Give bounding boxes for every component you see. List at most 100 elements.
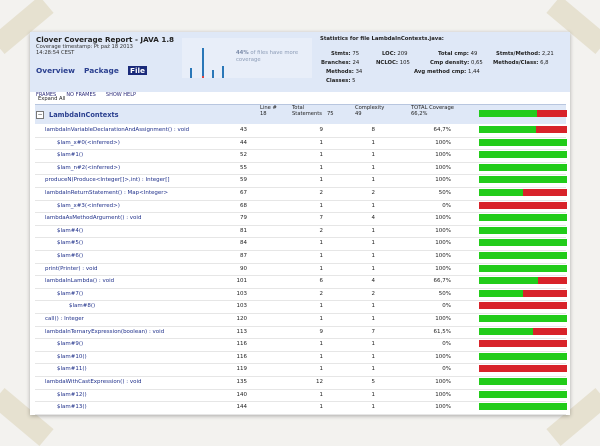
summary-percent: 44% — [236, 50, 249, 56]
method-name-link[interactable]: $lam#12() — [57, 391, 87, 398]
nav-overview[interactable]: Overview — [36, 66, 75, 76]
method-name-link[interactable]: $lam#9() — [57, 341, 84, 348]
method-name-link[interactable]: lambdaWithCastExpression() : void — [45, 379, 142, 385]
method-name-link[interactable]: $lam_x#3(<inferred>) — [57, 202, 120, 209]
coverage-bar — [479, 151, 567, 159]
coverage-percent-cell: 0% — [442, 202, 451, 209]
coverage-fill — [479, 214, 567, 222]
method-name-link[interactable]: $lam#6() — [57, 253, 84, 259]
method-name-link[interactable]: $lam_n#2(<inferred>) — [57, 164, 121, 171]
coverage-fill — [479, 403, 567, 411]
frames-link[interactable]: FRAMES — [36, 92, 57, 99]
line-number-cell: 103 — [236, 303, 248, 310]
coverage-header: TOTAL Coverage 66,2% — [411, 105, 454, 117]
coverage-bar — [479, 352, 567, 360]
coverage-bar — [479, 340, 567, 348]
statements-cell: 1 — [319, 177, 324, 184]
coverage-bar — [479, 226, 567, 234]
method-name-link[interactable]: lambdaInReturnStatement() : Map<Integer> — [45, 190, 169, 196]
statements-cell: 1 — [319, 164, 324, 171]
method-name-link[interactable]: $lam#8() — [69, 303, 96, 310]
method-name-link[interactable]: $lam#11() — [57, 366, 87, 373]
method-row: $lam#1() 52 1 1 100% — [35, 149, 567, 163]
file-statistics: Statistics for file LambdaInContexts.jav… — [320, 36, 568, 92]
complexity-cell: 4 — [371, 278, 376, 285]
complexity-header: Complexity 49 — [355, 105, 385, 117]
coverage-bar — [479, 239, 567, 247]
method-row: $lam#6() 87 1 1 100% — [35, 250, 567, 264]
line-number-cell: 55 — [240, 164, 247, 171]
stat-avg-method-cmp: Avg method cmp: 1,44 — [414, 69, 480, 75]
complexity-cell: 1 — [371, 152, 376, 159]
method-name-link[interactable]: $lam_x#0(<inferred>) — [57, 139, 120, 146]
statements-cell: 1 — [319, 139, 324, 146]
stats-title: Statistics for file LambdaInContexts.jav… — [320, 36, 444, 42]
line-number-cell: 140 — [236, 391, 248, 398]
line-header: Line #18 — [260, 105, 277, 117]
coverage-percent-cell: 66,7% — [433, 278, 451, 285]
method-name-link[interactable]: $lam#1() — [57, 152, 84, 159]
method-name-link[interactable]: $lam#5() — [57, 240, 84, 247]
complexity-cell: 1 — [371, 253, 376, 259]
coverage-fill — [479, 163, 567, 171]
line-number-cell: 116 — [236, 341, 248, 348]
coverage-fill — [479, 289, 523, 297]
stat-total-cmp: Total cmp: 49 — [438, 51, 478, 57]
method-name-link[interactable]: produceN(Produce<Integer[]>,int) : Integ… — [45, 177, 170, 184]
line-number-cell: 116 — [236, 353, 248, 360]
nav-package[interactable]: Package — [84, 66, 119, 76]
method-name-link[interactable]: lambdaInTernaryExpression(boolean) : voi… — [45, 328, 165, 335]
expand-all-link[interactable]: Expand All — [38, 96, 66, 102]
method-name-link[interactable]: $lam#7() — [57, 290, 84, 297]
coverage-percent-cell: 100% — [435, 391, 451, 398]
coverage-bar — [479, 315, 567, 322]
method-row: $lam#7() 103 2 2 50% — [35, 288, 567, 302]
line-number-cell: 44 — [240, 139, 247, 146]
line-number-cell: 90 — [240, 265, 247, 272]
coverage-bar — [479, 214, 567, 222]
class-name-link[interactable]: LambdaInContexts — [49, 111, 119, 119]
coverage-bar — [479, 289, 567, 297]
method-name-link[interactable]: call() : Integer — [45, 316, 84, 322]
statements-cell: 1 — [319, 341, 324, 348]
coverage-fill — [479, 189, 523, 196]
coverage-fill — [479, 239, 567, 247]
method-row: lambdaWithCastExpression() : void 135 12 5 1… — [35, 376, 567, 390]
statements-cell: 1 — [319, 391, 324, 398]
method-row: $lam#5() 84 1 1 100% — [35, 237, 567, 251]
collapse-toggle[interactable]: − — [36, 111, 44, 119]
no-frames-link[interactable]: NO FRAMES — [66, 92, 96, 99]
complexity-cell: 1 — [371, 139, 376, 146]
coverage-bar — [479, 126, 567, 133]
statements-cell: 2 — [319, 190, 324, 196]
coverage-bar — [479, 252, 567, 259]
method-row: $lam#14()14811100% — [35, 414, 566, 415]
line-number-cell: 113 — [236, 328, 248, 335]
coverage-bar — [479, 302, 567, 310]
method-name-link[interactable]: print(Printer) : void — [45, 265, 98, 272]
statements-cell: 6 — [319, 278, 324, 285]
statements-cell: 1 — [319, 240, 324, 247]
complexity-cell: 1 — [371, 353, 376, 360]
coverage-percent-cell: 64,7% — [433, 127, 451, 133]
class-coverage-bar — [479, 110, 567, 117]
complexity-cell: 7 — [371, 328, 376, 335]
complexity-cell: 1 — [371, 391, 376, 398]
show-help-link[interactable]: SHOW HELP — [105, 92, 137, 99]
method-name-link[interactable]: lambdaAsMethodArgument() : void — [45, 215, 142, 222]
coverage-percent-cell: 50% — [438, 290, 451, 297]
nav-file[interactable]: File — [127, 66, 148, 76]
method-row: $lam_n#2(<inferred>) 55 1 1 100% — [35, 162, 567, 176]
complexity-cell: 1 — [371, 177, 376, 184]
method-name-link[interactable]: $lam#4() — [57, 227, 84, 234]
method-name-link[interactable]: $lam#13() — [57, 404, 87, 411]
complexity-cell: 1 — [371, 404, 376, 411]
line-number-cell: 52 — [240, 152, 247, 159]
method-name-link[interactable]: $lam#10() — [57, 353, 87, 360]
coverage-percent-cell: 61,5% — [433, 328, 451, 335]
method-name-link[interactable]: lambdaInLambda() : void — [45, 278, 115, 285]
method-name-link[interactable]: lambdaInVariableDeclarationAndAssignment… — [45, 127, 190, 133]
coverage-fill — [479, 226, 567, 234]
coverage-fill — [479, 315, 567, 322]
report-page: Clover Coverage Report - JAVA 1.8 Covera… — [30, 32, 570, 415]
